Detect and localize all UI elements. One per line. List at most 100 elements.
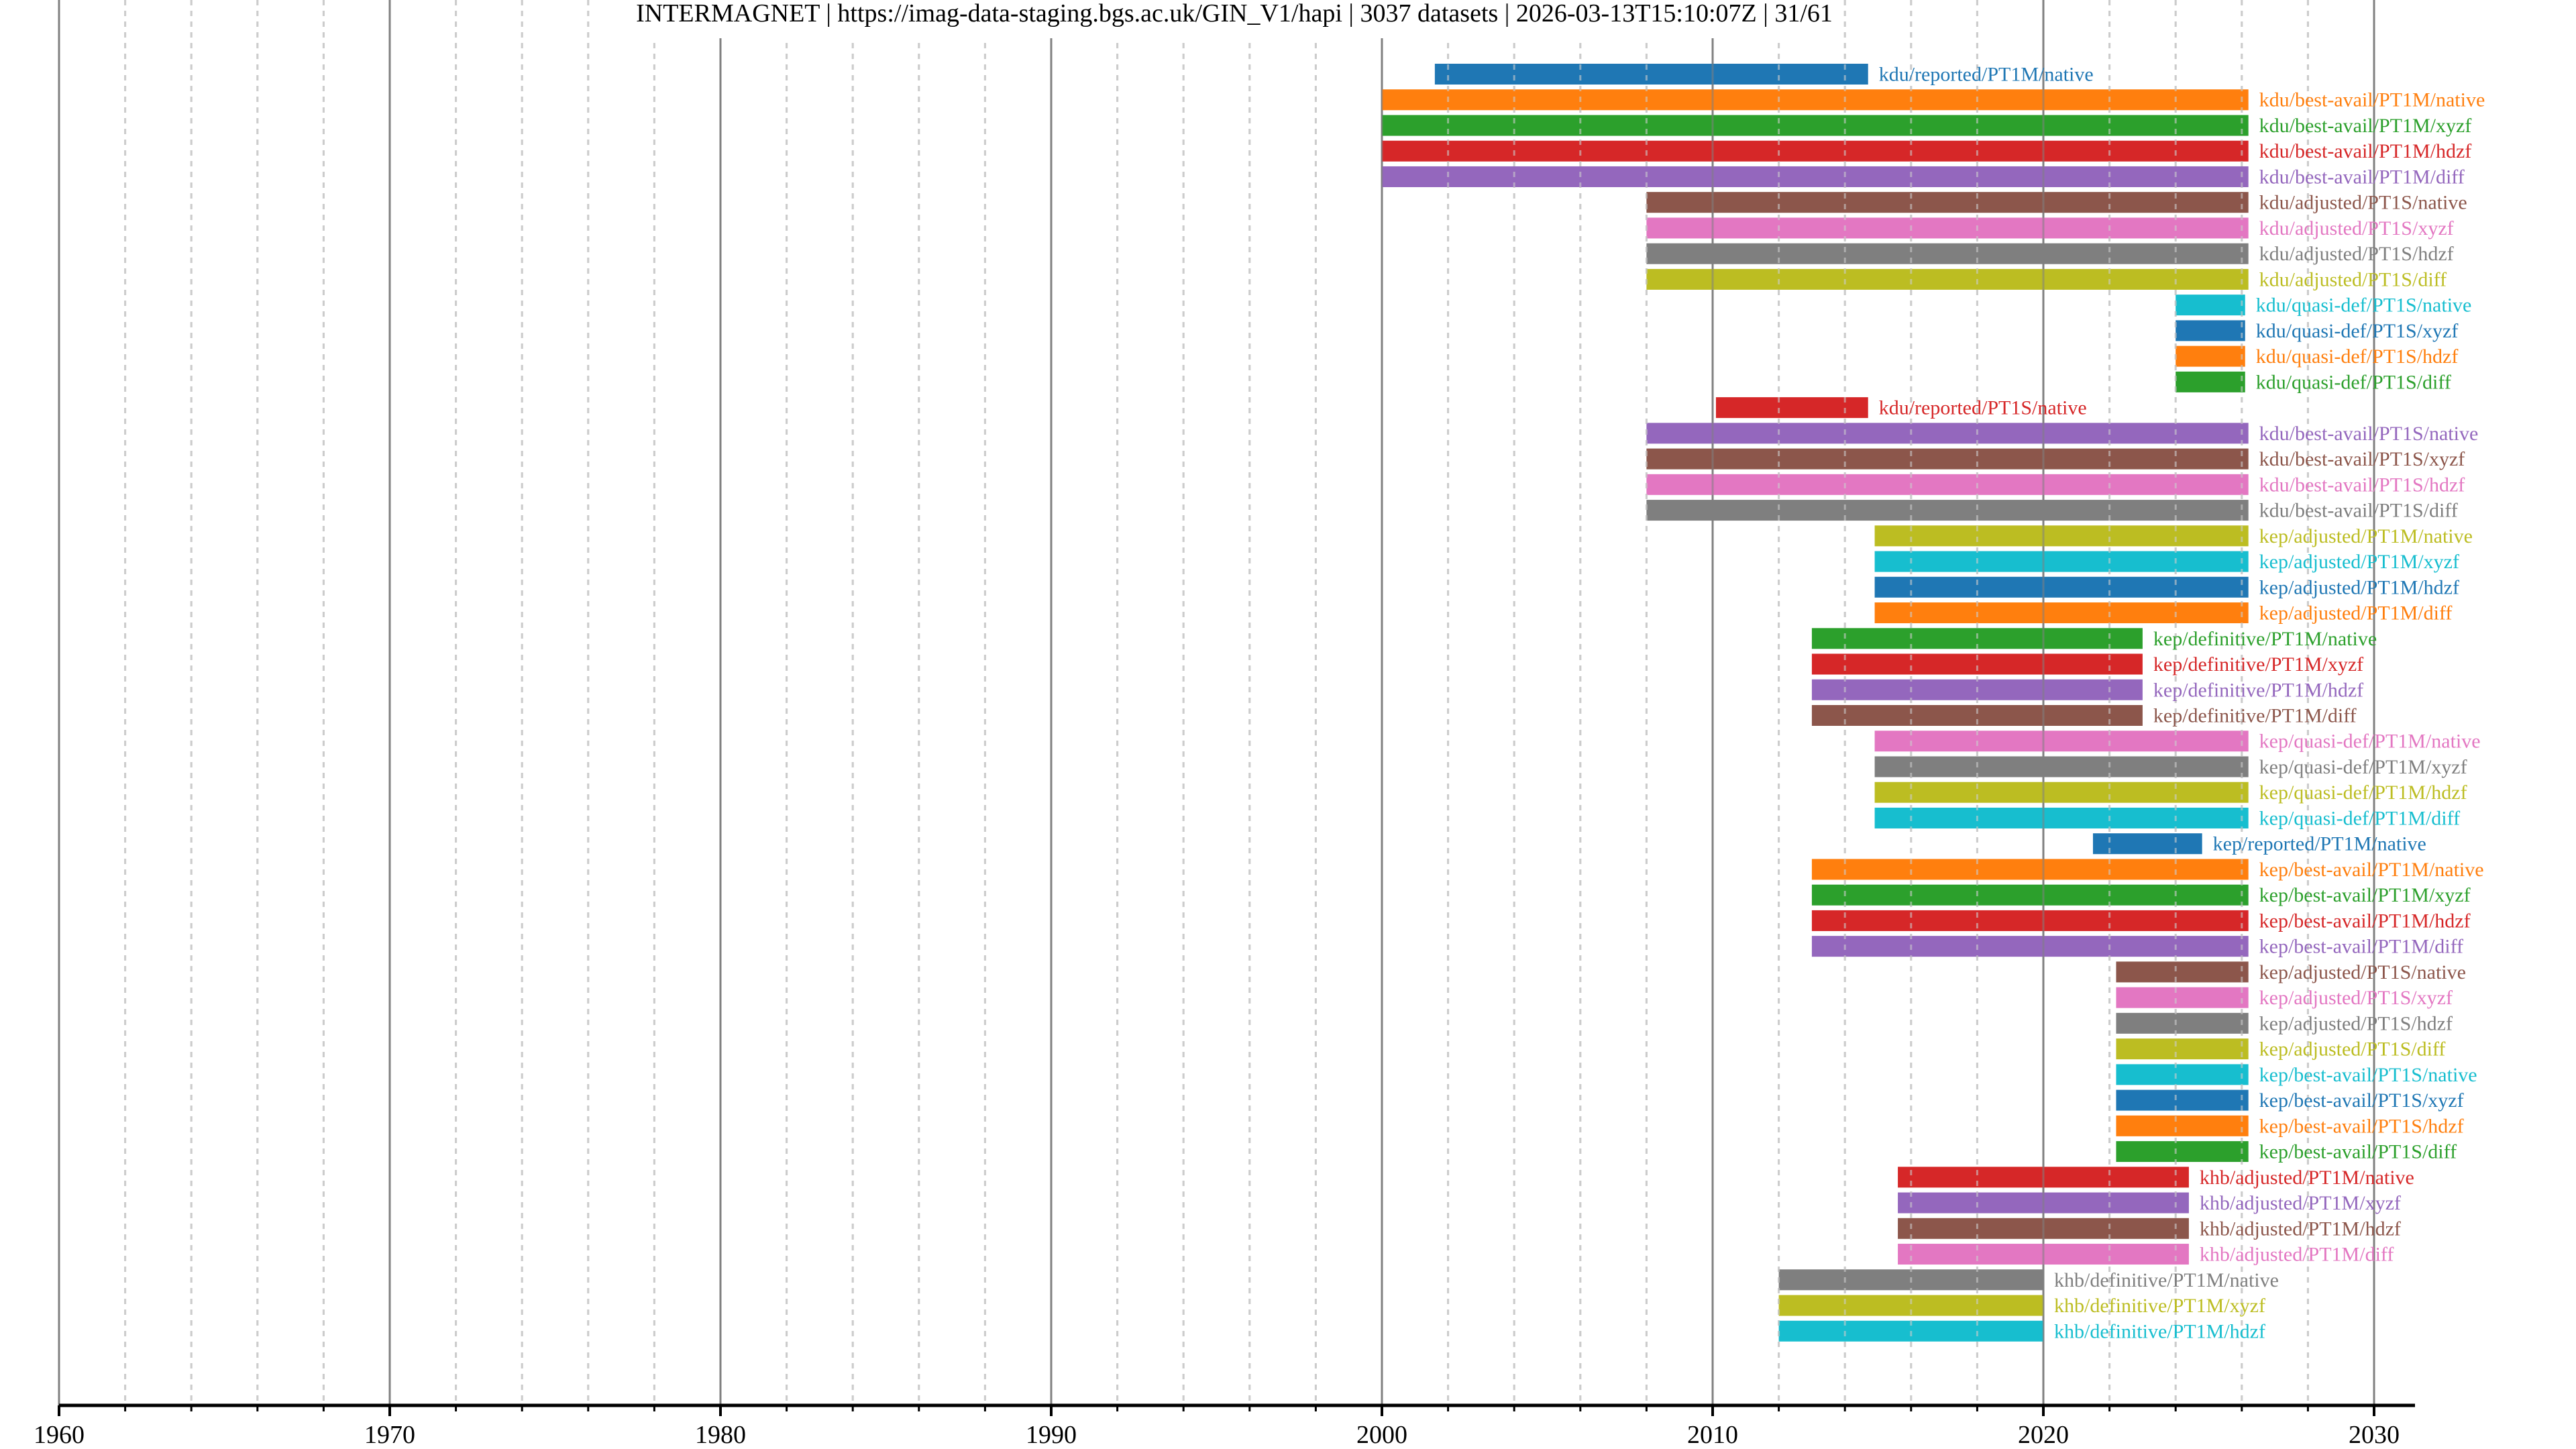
timeline-bar bbox=[1811, 910, 2249, 931]
timeline-bar bbox=[1715, 397, 1868, 419]
bar-label: kep/quasi-def/PT1M/xyzf bbox=[2259, 756, 2467, 778]
timeline-bar bbox=[1811, 859, 2249, 880]
bar-label: kdu/best-avail/PT1S/hdzf bbox=[2259, 474, 2465, 496]
timeline-bar bbox=[1874, 756, 2249, 777]
timeline-bar bbox=[2116, 961, 2249, 983]
bar-label: khb/adjusted/PT1M/diff bbox=[2200, 1244, 2394, 1266]
bar-label: kdu/reported/PT1S/native bbox=[1879, 397, 2087, 419]
timeline-bar bbox=[2176, 294, 2245, 316]
timeline-bar bbox=[1382, 140, 2249, 162]
timeline-bar bbox=[1811, 884, 2249, 906]
bar-label: kep/adjusted/PT1S/native bbox=[2259, 961, 2466, 983]
bar-label: kep/adjusted/PT1S/xyzf bbox=[2259, 987, 2453, 1009]
timeline-bar bbox=[1382, 89, 2249, 111]
timeline-bar bbox=[1874, 576, 2249, 598]
bar-label: kep/adjusted/PT1S/hdzf bbox=[2259, 1012, 2453, 1034]
bar-label: kep/best-avail/PT1M/native bbox=[2259, 859, 2484, 881]
timeline-bar bbox=[2116, 1141, 2249, 1163]
bar-label: kdu/reported/PT1M/native bbox=[1879, 64, 2094, 86]
bar-label: kep/adjusted/PT1M/hdzf bbox=[2259, 576, 2459, 598]
bar-label: kep/adjusted/PT1M/xyzf bbox=[2259, 551, 2459, 573]
bar-label: kep/adjusted/PT1M/diff bbox=[2259, 602, 2453, 625]
bar-label: kep/definitive/PT1M/xyzf bbox=[2153, 653, 2363, 676]
bar-label: khb/definitive/PT1M/hdzf bbox=[2054, 1320, 2265, 1342]
bar-label: kdu/quasi-def/PT1S/native bbox=[2256, 294, 2472, 317]
x-axis: 1960 1970 1980 1990 2000 2010 2020 2030 bbox=[34, 1403, 2415, 1449]
chart-title: INTERMAGNET | https://imag-data-staging.… bbox=[636, 0, 1833, 28]
timeline-bar bbox=[1646, 474, 2249, 495]
timeline-bar bbox=[2116, 1038, 2249, 1060]
x-tick-label: 1990 bbox=[1026, 1421, 1077, 1449]
bar-label: kep/definitive/PT1M/native bbox=[2153, 628, 2377, 650]
timeline-bar bbox=[1646, 423, 2249, 444]
bar-label: kep/best-avail/PT1M/diff bbox=[2259, 936, 2463, 958]
timeline-bar bbox=[2092, 833, 2202, 855]
timeline-bar bbox=[2176, 320, 2245, 341]
x-tick-label: 2030 bbox=[2349, 1421, 2400, 1449]
timeline-bar bbox=[1874, 602, 2249, 624]
timeline-bar bbox=[1874, 807, 2249, 828]
x-tick-label: 2010 bbox=[1687, 1421, 1738, 1449]
bar-label: kep/best-avail/PT1S/native bbox=[2259, 1064, 2477, 1086]
bar-label: kdu/quasi-def/PT1S/xyzf bbox=[2256, 320, 2459, 342]
bar-label: kep/quasi-def/PT1M/diff bbox=[2259, 807, 2460, 829]
x-tick-label: 2000 bbox=[1356, 1421, 1407, 1449]
x-tick-label: 2020 bbox=[2018, 1421, 2069, 1449]
bar-label: kdu/adjusted/PT1S/xyzf bbox=[2259, 217, 2454, 239]
timeline-bar bbox=[2116, 1089, 2249, 1111]
timeline-bar bbox=[1646, 448, 2249, 470]
timeline-bar bbox=[2176, 371, 2245, 392]
timeline-bar bbox=[1874, 551, 2249, 572]
bar-label: kdu/best-avail/PT1M/native bbox=[2259, 89, 2485, 111]
timeline-bar bbox=[2116, 1064, 2249, 1085]
bar-label: kep/best-avail/PT1M/xyzf bbox=[2259, 884, 2471, 906]
bar-label: kep/quasi-def/PT1M/native bbox=[2259, 731, 2481, 753]
bar-label: kdu/best-avail/PT1S/diff bbox=[2259, 500, 2458, 522]
timeline-bar bbox=[2116, 987, 2249, 1008]
timeline-bar bbox=[1382, 166, 2249, 187]
bar-label: khb/adjusted/PT1M/xyzf bbox=[2200, 1192, 2401, 1214]
bar-label: khb/adjusted/PT1M/native bbox=[2200, 1167, 2414, 1189]
bar-label: kdu/best-avail/PT1M/hdzf bbox=[2259, 140, 2472, 162]
bar-label: kdu/best-avail/PT1S/native bbox=[2259, 423, 2479, 445]
bar-label: khb/definitive/PT1M/xyzf bbox=[2054, 1295, 2265, 1317]
bar-label: kep/best-avail/PT1S/hdzf bbox=[2259, 1115, 2464, 1137]
bar-label: kdu/quasi-def/PT1S/diff bbox=[2256, 371, 2451, 393]
x-tick-label: 1970 bbox=[364, 1421, 415, 1449]
bar-label: kdu/best-avail/PT1S/xyzf bbox=[2259, 448, 2465, 470]
timeline-bar bbox=[1646, 268, 2249, 290]
x-tick-label: 1960 bbox=[34, 1421, 85, 1449]
bar-label: kep/best-avail/PT1S/diff bbox=[2259, 1141, 2457, 1163]
bar-label: khb/adjusted/PT1M/hdzf bbox=[2200, 1218, 2401, 1240]
bar-label: kdu/quasi-def/PT1S/hdzf bbox=[2256, 345, 2459, 368]
timeline-bar bbox=[1646, 243, 2249, 264]
bar-label: kep/adjusted/PT1M/native bbox=[2259, 525, 2473, 547]
timeline-bar bbox=[1646, 192, 2249, 213]
timeline-bar bbox=[1874, 525, 2249, 547]
bar-label: khb/definitive/PT1M/native bbox=[2054, 1269, 2279, 1291]
bar-label: kep/definitive/PT1M/diff bbox=[2153, 705, 2357, 727]
bar-label: kdu/best-avail/PT1M/diff bbox=[2259, 166, 2465, 188]
timeline-bar bbox=[2116, 1012, 2249, 1034]
timeline-bar bbox=[2116, 1115, 2249, 1136]
title-background bbox=[631, 0, 1838, 38]
bar-label: kep/quasi-def/PT1M/hdzf bbox=[2259, 782, 2467, 804]
bar-label: kep/best-avail/PT1S/xyzf bbox=[2259, 1089, 2464, 1112]
bar-label: kdu/best-avail/PT1M/xyzf bbox=[2259, 115, 2472, 137]
bar-label: kep/definitive/PT1M/hdzf bbox=[2153, 679, 2363, 701]
gridlines-overlay bbox=[58, 0, 2375, 1405]
timeline-bar bbox=[1811, 936, 2249, 957]
bar-label: kep/best-avail/PT1M/hdzf bbox=[2259, 910, 2471, 932]
bar-labels: kdu/reported/PT1M/native kdu/best-avail/P… bbox=[1879, 64, 2485, 1343]
bar-label: kep/adjusted/PT1S/diff bbox=[2259, 1038, 2446, 1061]
bar-label: kdu/adjusted/PT1S/native bbox=[2259, 192, 2467, 214]
timeline-bar bbox=[1646, 500, 2249, 521]
bar-label: kdu/adjusted/PT1S/hdzf bbox=[2259, 243, 2454, 265]
timeline-bar bbox=[1874, 731, 2249, 752]
chart-title-group: INTERMAGNET | https://imag-data-staging.… bbox=[631, 0, 1838, 38]
timeline-bar bbox=[1874, 782, 2249, 803]
timeline-bar bbox=[1434, 64, 1868, 85]
x-tick-label: 1980 bbox=[695, 1421, 746, 1449]
bar-label: kep/reported/PT1M/native bbox=[2213, 833, 2426, 855]
